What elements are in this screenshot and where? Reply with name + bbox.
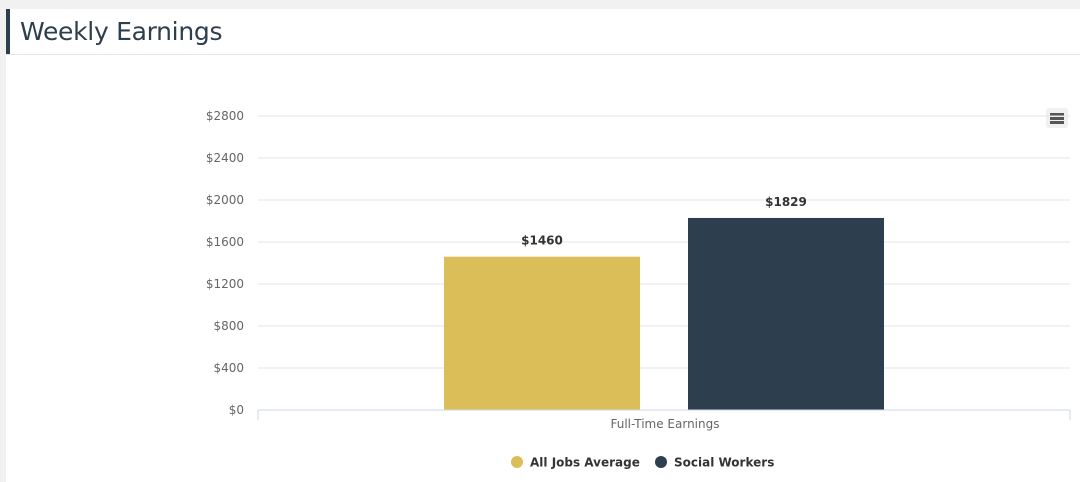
header-accent-bar — [6, 9, 10, 54]
legend-marker — [511, 456, 523, 468]
bar-series — [444, 217, 884, 410]
menu-bar-line — [1050, 121, 1064, 124]
bar-all-jobs-average — [444, 256, 640, 410]
y-tick-label: $2000 — [206, 193, 244, 207]
y-tick-label: $400 — [213, 361, 244, 375]
legend-item[interactable]: All Jobs Average — [511, 456, 640, 470]
data-labels: $1460 $1829 — [521, 195, 807, 248]
y-tick-label: $1200 — [206, 277, 244, 291]
card-header: Weekly Earnings — [6, 9, 1080, 55]
y-tick-label: $2800 — [206, 109, 244, 123]
bar-social-workers — [688, 217, 884, 410]
legend-marker — [655, 456, 667, 468]
menu-bar-line — [1050, 113, 1064, 116]
menu-bar-line — [1050, 117, 1064, 120]
page-title: Weekly Earnings — [20, 17, 223, 46]
y-tick-label: $1600 — [206, 235, 244, 249]
y-tick-label: $800 — [213, 319, 244, 333]
legend-label: Social Workers — [674, 456, 774, 470]
hamburger-menu-icon[interactable] — [1046, 108, 1068, 128]
legend-label: All Jobs Average — [530, 456, 640, 470]
y-tick-label: $2400 — [206, 151, 244, 165]
legend-item[interactable]: Social Workers — [655, 456, 774, 470]
bar-data-label: $1460 — [521, 234, 563, 248]
bar-data-label: $1829 — [765, 195, 807, 209]
y-axis: $0 $400 $800 $1200 $1600 $2000 $2400 $2800 — [206, 109, 244, 417]
chart-legend: All Jobs Average Social Workers — [511, 456, 774, 470]
x-axis: Full-Time Earnings — [257, 409, 1071, 431]
x-category-label: Full-Time Earnings — [610, 417, 719, 431]
y-tick-label: $0 — [229, 403, 244, 417]
grid-layer — [258, 115, 1070, 369]
